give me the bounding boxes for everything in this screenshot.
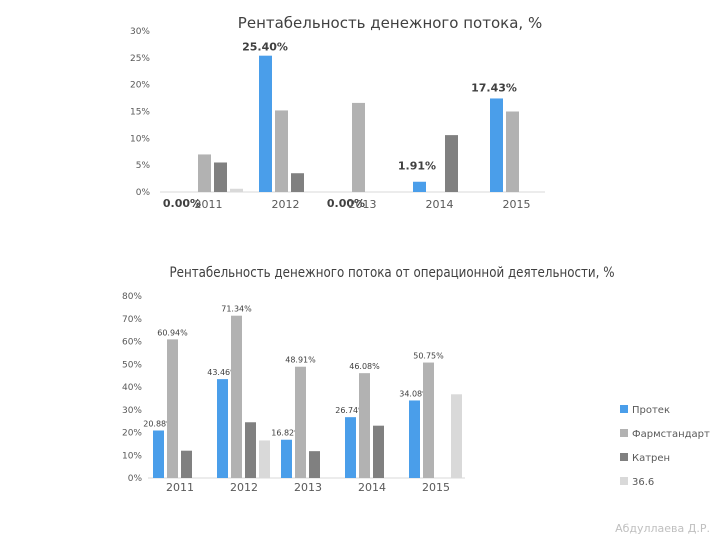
x-tick-label: 2014 [358, 481, 386, 494]
bar-Протек-2014 [345, 417, 356, 478]
bar-Фармстандарт-2012 [231, 315, 242, 478]
author-credit: Абдуллаева Д.Р. [615, 522, 710, 535]
y-tick-label: 5% [136, 161, 151, 171]
data-label: 46.08% [349, 362, 380, 371]
bar-Фармстандарт-2014 [359, 373, 370, 478]
y-tick-label: 20% [122, 429, 142, 439]
data-label: 1.91% [398, 160, 436, 173]
bar-Фармстандарт-2012 [275, 110, 288, 192]
x-tick-label: 2013 [349, 198, 377, 211]
data-label: 0.00% [327, 197, 365, 210]
legend-swatch [620, 429, 628, 437]
legend-label: Фармстандарт [632, 429, 710, 440]
y-tick-label: 0% [136, 188, 151, 198]
x-tick-label: 2013 [294, 481, 322, 494]
bar-36.6-2015 [451, 394, 462, 478]
bar-Катрен-2012 [245, 422, 256, 478]
data-label: 16.82% [271, 429, 302, 438]
y-tick-label: 0% [128, 474, 143, 484]
bar-Фармстандарт-2015 [506, 111, 519, 192]
data-label: 48.91% [285, 356, 316, 365]
x-tick-label: 2012 [230, 481, 258, 494]
data-label: 50.75% [413, 352, 444, 361]
x-tick-label: 2012 [272, 198, 300, 211]
legend-swatch [620, 453, 628, 461]
legend-label: Протек [632, 405, 670, 416]
legend-swatch [620, 477, 628, 485]
bar-Протек-2015 [409, 400, 420, 478]
data-label: 17.43% [471, 81, 517, 94]
y-tick-label: 10% [122, 451, 142, 461]
bar-Протек-2011 [153, 430, 164, 478]
x-tick-label: 2011 [195, 198, 223, 211]
y-tick-label: 25% [130, 54, 150, 64]
data-label: 60.94% [157, 328, 188, 337]
data-label: 26.74% [335, 406, 366, 415]
bar-Протек-2015 [490, 98, 503, 192]
y-tick-label: 50% [122, 360, 142, 370]
bar-Катрен-2013 [309, 451, 320, 478]
y-tick-label: 15% [130, 108, 150, 118]
bar-Протек-2013 [281, 439, 292, 478]
x-tick-label: 2011 [166, 481, 194, 494]
y-tick-label: 40% [122, 383, 142, 393]
y-tick-label: 70% [122, 315, 142, 325]
y-tick-label: 80% [122, 292, 142, 302]
bar-Катрен-2011 [214, 162, 227, 192]
bar-Протек-2012 [217, 379, 228, 478]
data-label: 71.34% [221, 305, 252, 314]
data-label: 43.46% [207, 368, 238, 377]
bar-Протек-2014 [413, 181, 426, 192]
x-tick-label: 2015 [422, 481, 450, 494]
bar-36.6-2011 [230, 188, 243, 192]
data-label: 34.08% [399, 389, 430, 398]
bar-Фармстандарт-2013 [295, 366, 306, 478]
chart-cash-flow-profitability: Рентабельность денежного потока, % 0% 5% 1… [130, 14, 545, 211]
bar-Фармстандарт-2015 [423, 362, 434, 478]
bar-Протек-2012 [259, 55, 272, 192]
y-tick-label: 30% [130, 27, 150, 37]
chart-operating-cash-flow-profitability: Рентабельность денежного потока от опера… [122, 265, 710, 494]
y-tick-label: 60% [122, 338, 142, 348]
legend-label: Катрен [632, 453, 670, 464]
bar-Катрен-2012 [291, 173, 304, 192]
chart-title: Рентабельность денежного потока от опера… [170, 265, 615, 281]
y-tick-label: 20% [130, 81, 150, 91]
bar-Фармстандарт-2011 [167, 339, 178, 478]
data-label: 20.88% [143, 419, 174, 428]
y-tick-label: 30% [122, 406, 142, 416]
x-tick-label: 2015 [503, 198, 531, 211]
data-label: 25.40% [242, 41, 288, 54]
bar-Фармстандарт-2011 [198, 154, 211, 192]
legend-label: 36.6 [632, 477, 654, 488]
bar-Катрен-2011 [181, 450, 192, 478]
legend-swatch [620, 405, 628, 413]
chart-title: Рентабельность денежного потока, % [238, 14, 542, 32]
bar-36.6-2012 [259, 440, 270, 478]
y-tick-label: 10% [130, 134, 150, 144]
x-tick-label: 2014 [426, 198, 454, 211]
data-label: 0.00% [163, 197, 201, 210]
bar-Фармстандарт-2013 [352, 102, 365, 192]
bar-Катрен-2014 [445, 135, 458, 192]
bar-Катрен-2014 [373, 425, 384, 478]
